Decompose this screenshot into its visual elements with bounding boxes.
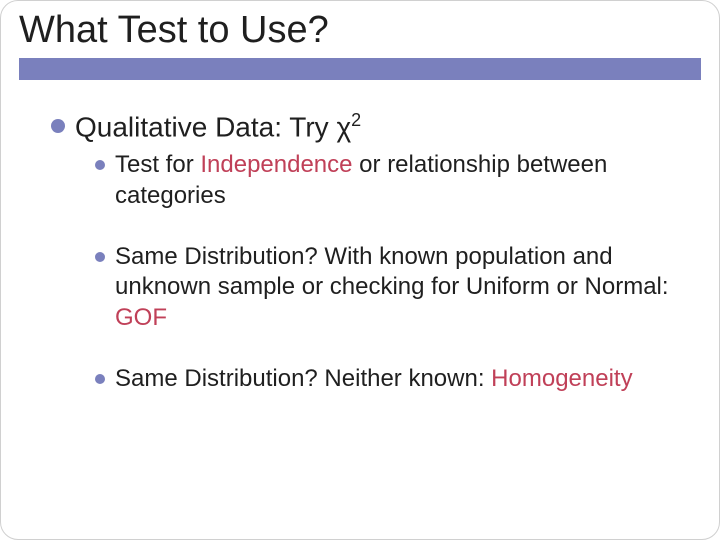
level1-text: Qualitative Data: Try χ2	[75, 109, 361, 144]
bullet-icon	[95, 160, 105, 170]
list-item: Same Distribution? Neither known: Homoge…	[95, 364, 689, 395]
list-item: Test for Independence or relationship be…	[95, 150, 689, 211]
list-item-text: Test for Independence or relationship be…	[115, 150, 689, 211]
bullet-icon	[95, 252, 105, 262]
highlight-term: Independence	[200, 151, 352, 178]
list-item-text: Same Distribution? Neither known: Homoge…	[115, 364, 633, 395]
level1-prefix: Qualitative Data: Try	[75, 111, 336, 142]
level2-group: Test for Independence or relationship be…	[95, 150, 689, 394]
list-item: Same Distribution? With known population…	[95, 242, 689, 334]
content-area: Qualitative Data: Try χ2 Test for Indepe…	[51, 109, 689, 425]
text-pre: Same Distribution? Neither known:	[115, 365, 491, 392]
bullet-icon	[95, 374, 105, 384]
text-pre: Test for	[115, 151, 200, 178]
text-pre: Same Distribution? With known population…	[115, 243, 669, 301]
chi-superscript: 2	[351, 110, 361, 130]
slide-title: What Test to Use?	[19, 9, 701, 58]
bullet-icon	[51, 119, 65, 133]
highlight-term: Homogeneity	[491, 365, 632, 392]
chi-symbol: χ	[336, 111, 351, 142]
highlight-term: GOF	[115, 304, 167, 331]
title-underline-bar	[19, 58, 701, 80]
slide-container: What Test to Use? Qualitative Data: Try …	[0, 0, 720, 540]
title-area: What Test to Use?	[19, 9, 701, 80]
list-item-text: Same Distribution? With known population…	[115, 242, 689, 334]
level1-item: Qualitative Data: Try χ2	[51, 109, 689, 144]
